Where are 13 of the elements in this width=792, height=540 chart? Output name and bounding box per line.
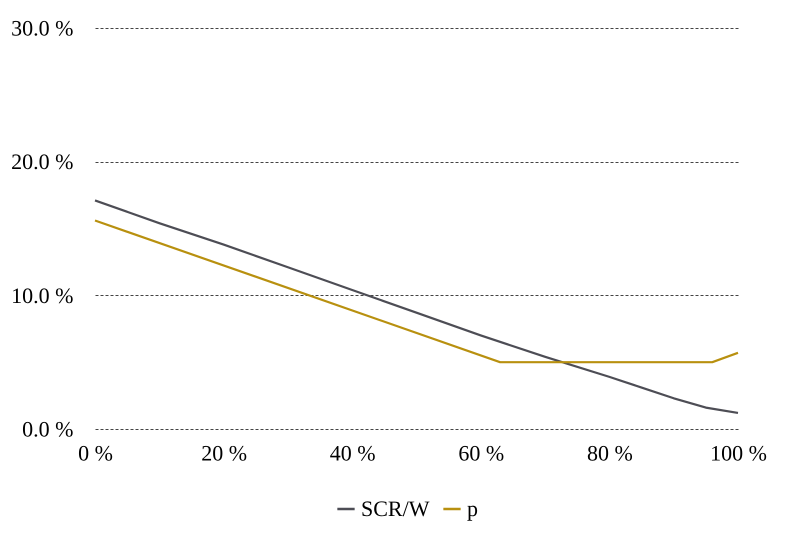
y-tick-label: 30.0 % xyxy=(11,16,74,40)
x-tick-label: 20 % xyxy=(201,440,248,466)
x-tick-label: 40 % xyxy=(330,440,376,466)
x-tick-label: 100 % xyxy=(710,440,767,466)
y-tick-label: 0.0 % xyxy=(22,416,74,442)
line-series xyxy=(94,199,740,414)
legend-label: p xyxy=(467,496,478,521)
legend-label: SCR/W xyxy=(361,496,430,521)
x-tick-label: 0 % xyxy=(78,440,113,466)
y-tick-label: 10.0 % xyxy=(11,282,74,308)
x-tick-label: 80 % xyxy=(586,440,633,466)
x-tick-label: 60 % xyxy=(458,440,504,466)
y-tick-label: 20.0 % xyxy=(11,149,74,174)
